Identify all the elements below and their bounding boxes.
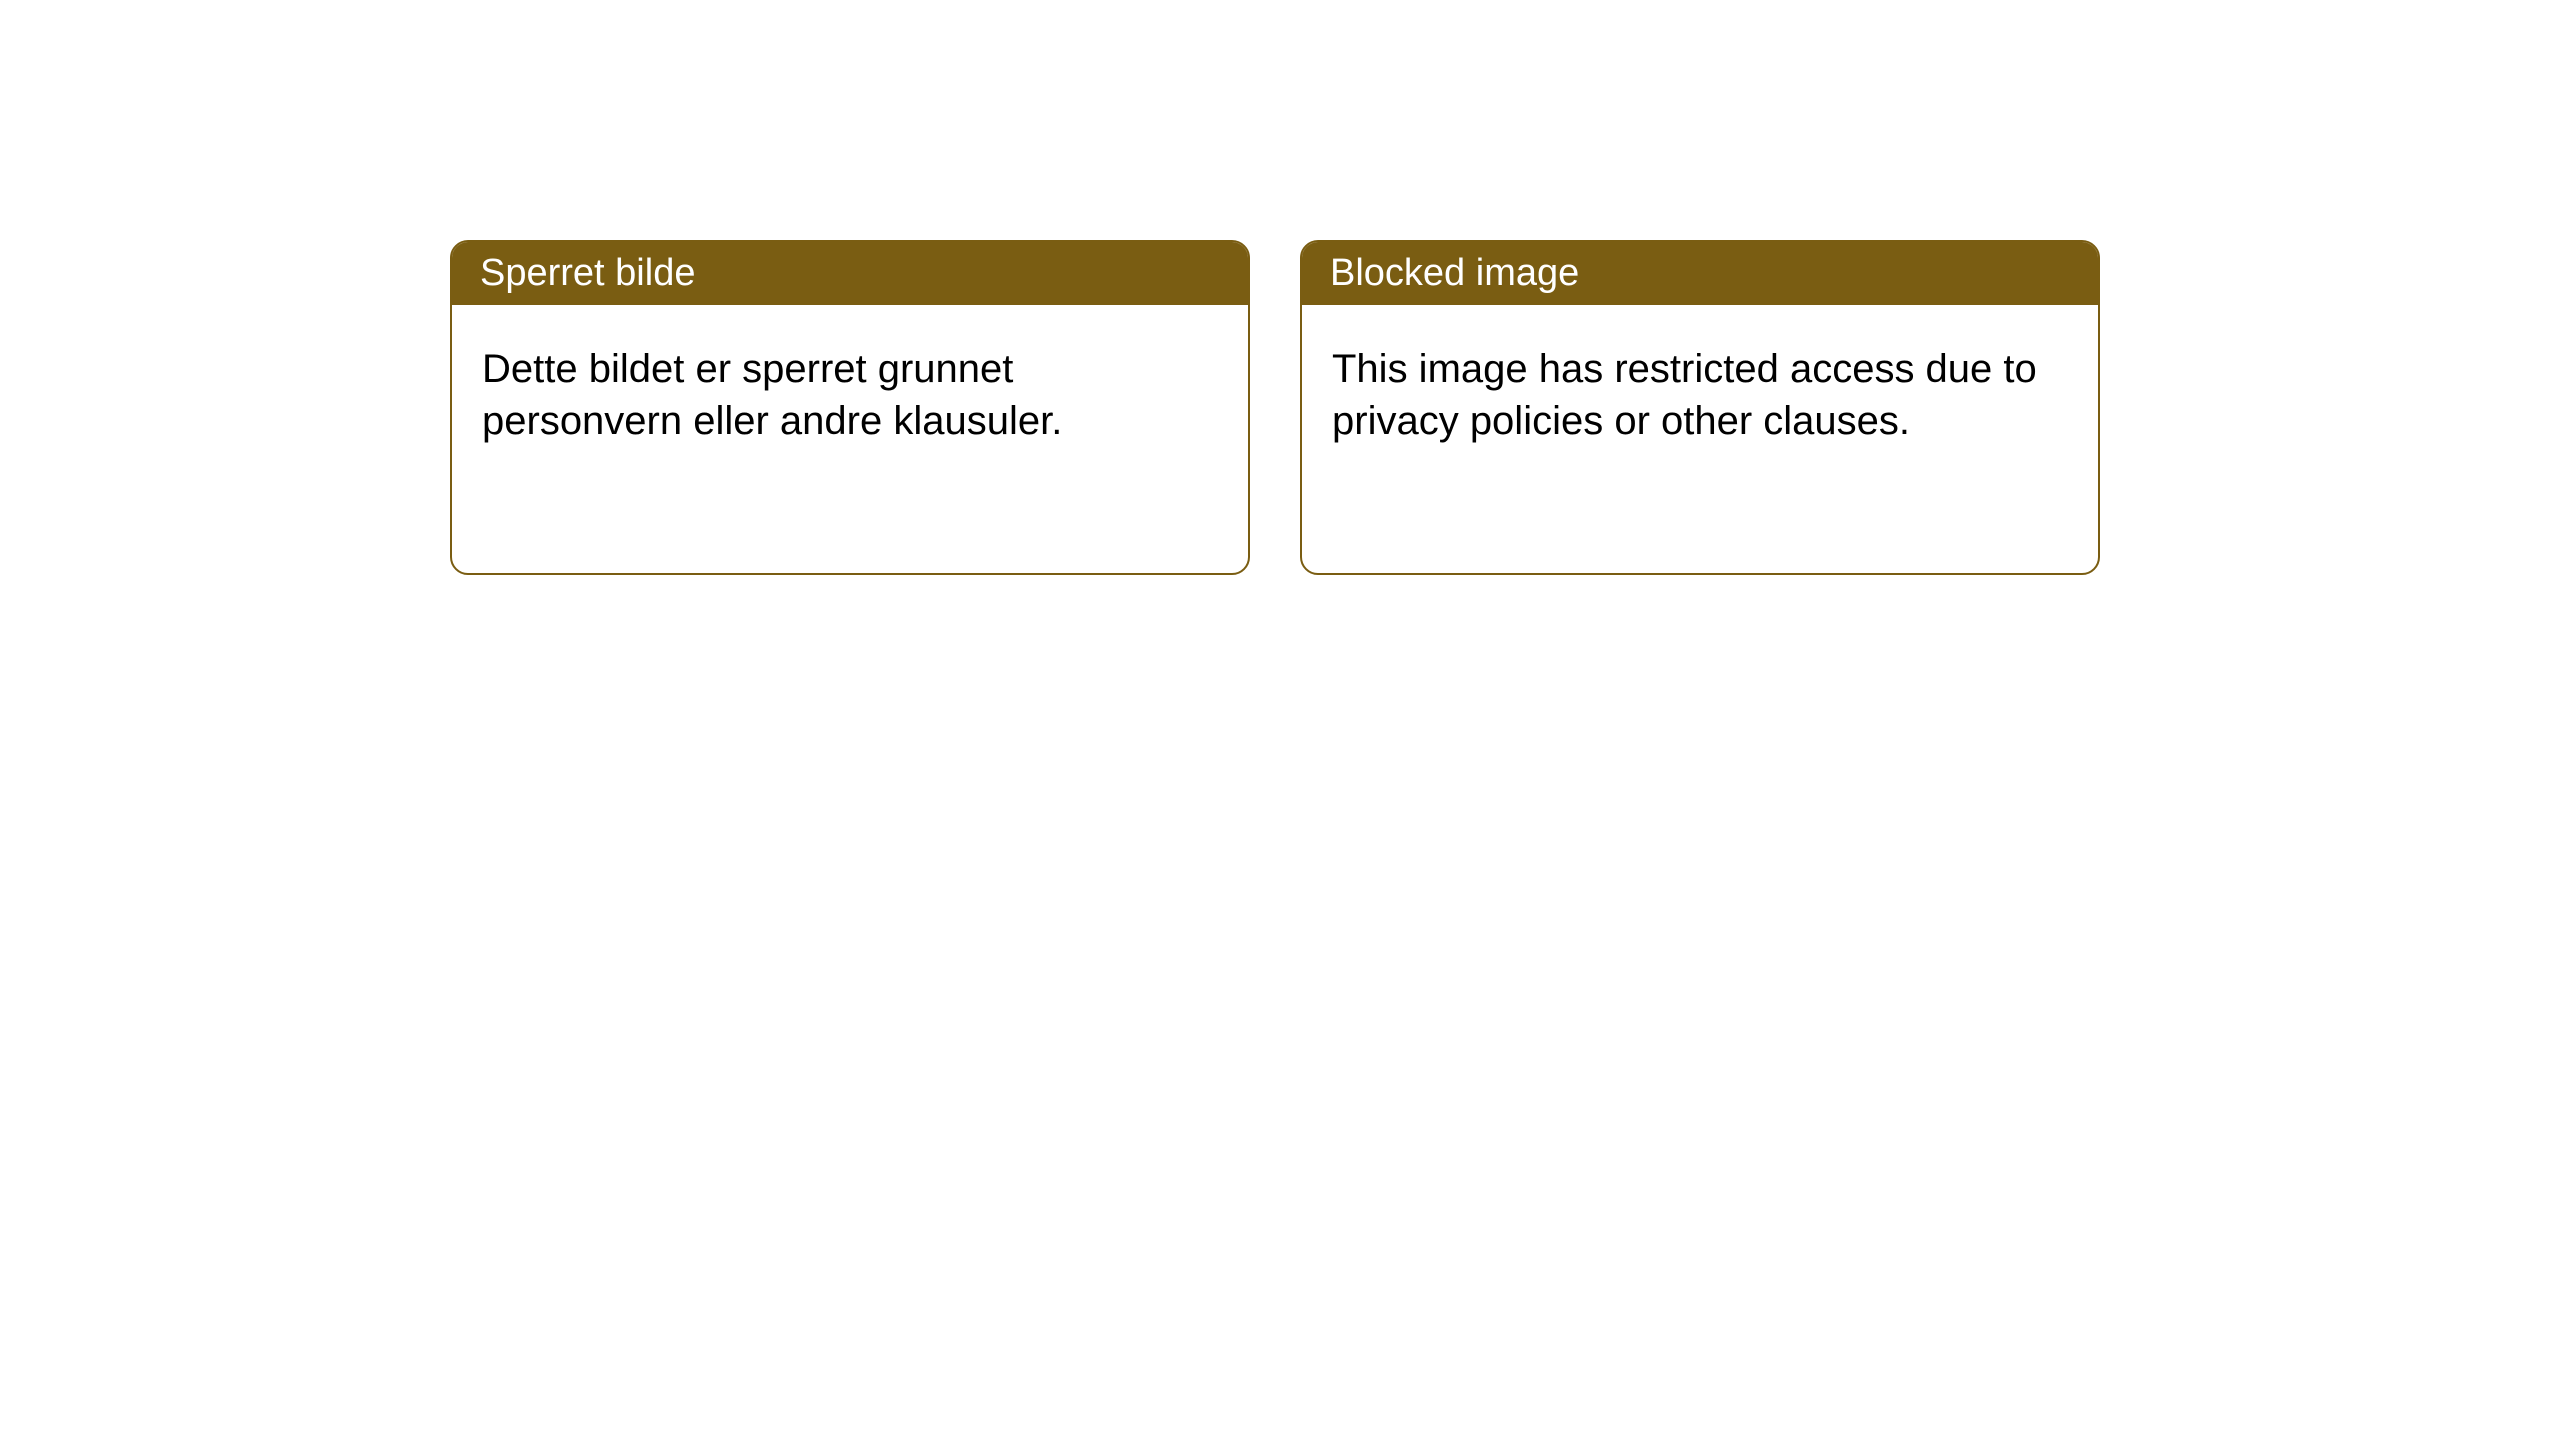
notice-card-english: Blocked image This image has restricted … (1300, 240, 2100, 575)
card-body: This image has restricted access due to … (1302, 305, 2098, 485)
notice-container: Sperret bilde Dette bildet er sperret gr… (0, 0, 2560, 575)
card-header: Blocked image (1302, 242, 2098, 305)
card-body: Dette bildet er sperret grunnet personve… (452, 305, 1248, 485)
card-header: Sperret bilde (452, 242, 1248, 305)
notice-card-norwegian: Sperret bilde Dette bildet er sperret gr… (450, 240, 1250, 575)
